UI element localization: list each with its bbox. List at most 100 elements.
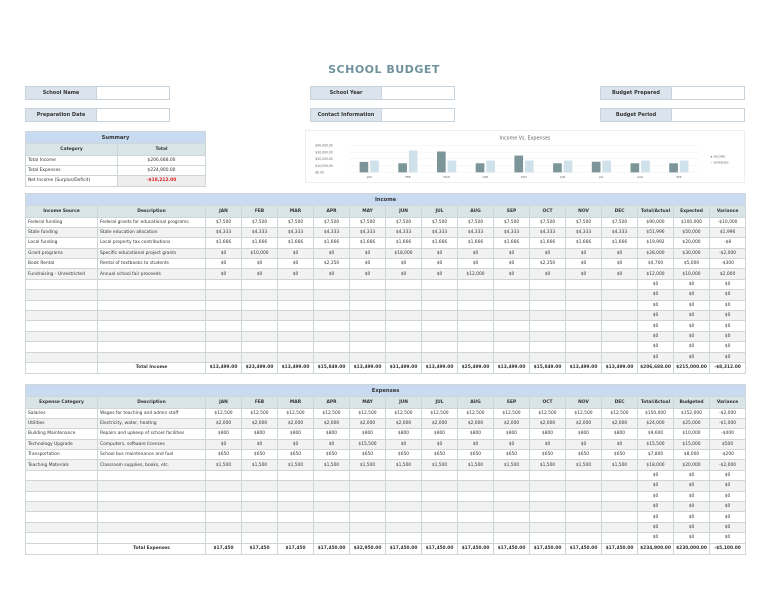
expenses-cell[interactable] [601, 490, 638, 503]
income-cell[interactable]: $1,666 [493, 237, 530, 249]
income-cell[interactable] [493, 309, 530, 322]
expenses-cell[interactable] [601, 532, 638, 544]
income-cell[interactable] [313, 351, 350, 363]
income-cell[interactable] [529, 341, 566, 353]
income-cell[interactable]: $7,500 [421, 216, 458, 228]
income-cell[interactable]: $4,333 [241, 226, 278, 239]
income-cell[interactable] [349, 309, 386, 322]
income-cell[interactable] [241, 289, 278, 301]
income-cell[interactable] [493, 351, 530, 363]
expenses-cell[interactable]: $0 [637, 469, 674, 482]
income-cell[interactable] [385, 289, 422, 301]
income-cell[interactable]: $0 [349, 268, 386, 280]
expenses-cell[interactable]: $650 [349, 449, 386, 461]
income-cell[interactable] [601, 320, 638, 332]
income-cell[interactable]: $0 [205, 268, 242, 280]
income-cell[interactable] [349, 341, 386, 353]
expenses-cell[interactable]: $0 [673, 480, 710, 492]
expenses-cell[interactable]: $0 [637, 532, 674, 544]
expenses-cell[interactable]: $2,000 [565, 417, 602, 430]
expenses-cell[interactable]: $800 [565, 428, 602, 440]
income-cell[interactable] [205, 299, 242, 312]
income-cell[interactable]: $0 [708, 320, 747, 332]
income-cell[interactable] [565, 309, 602, 322]
income-cell[interactable] [205, 278, 242, 291]
expenses-cell[interactable]: $12,500 [457, 407, 494, 419]
income-cell[interactable]: $1,996 [708, 226, 747, 239]
expenses-cell[interactable] [205, 480, 242, 492]
expenses-cell[interactable] [385, 511, 422, 523]
income-cell[interactable]: $0 [385, 258, 422, 270]
expenses-cell[interactable]: $2,000 [241, 417, 278, 430]
expenses-cell[interactable]: -$1,000 [708, 417, 747, 430]
expenses-cell[interactable] [349, 480, 386, 492]
expenses-cell[interactable]: $12,500 [385, 407, 422, 419]
expenses-cell[interactable] [529, 521, 566, 534]
expenses-cell[interactable] [457, 511, 494, 523]
expenses-cell[interactable]: $10,000 [673, 428, 710, 440]
expenses-cell[interactable]: $0 [637, 490, 674, 503]
income-cell[interactable] [601, 289, 638, 301]
income-cell[interactable] [601, 330, 638, 343]
expenses-cell[interactable]: $1,500 [565, 459, 602, 471]
income-cell[interactable] [529, 289, 566, 301]
expenses-cell[interactable]: $800 [601, 428, 638, 440]
expenses-cell[interactable]: $0 [708, 490, 747, 503]
income-cell[interactable]: $12,000 [457, 268, 494, 280]
expenses-cell[interactable]: $650 [421, 449, 458, 461]
budget-prepared-input[interactable] [672, 86, 745, 100]
income-cell[interactable]: $1,666 [421, 237, 458, 249]
expenses-cell[interactable]: Classroom supplies, books, etc. [97, 459, 206, 471]
income-cell[interactable]: $7,500 [457, 216, 494, 228]
income-cell[interactable] [565, 299, 602, 312]
income-cell[interactable]: $0 [673, 320, 710, 332]
expenses-cell[interactable]: $1,500 [457, 459, 494, 471]
expenses-cell[interactable] [457, 480, 494, 492]
expenses-cell[interactable] [493, 521, 530, 534]
income-cell[interactable]: $0 [673, 341, 710, 353]
expenses-cell[interactable]: $2,000 [313, 417, 350, 430]
income-cell[interactable] [97, 320, 206, 332]
income-cell[interactable]: $0 [313, 247, 350, 260]
income-cell[interactable] [349, 351, 386, 363]
expenses-cell[interactable] [385, 500, 422, 513]
expenses-cell[interactable]: $650 [565, 449, 602, 461]
income-cell[interactable]: $0 [529, 247, 566, 260]
income-cell[interactable]: $10,000 [673, 268, 710, 280]
expenses-cell[interactable]: $7,800 [637, 449, 674, 461]
income-cell[interactable] [565, 330, 602, 343]
expenses-cell[interactable]: $150,000 [637, 407, 674, 419]
expenses-cell[interactable] [529, 490, 566, 503]
income-cell[interactable] [565, 278, 602, 291]
income-cell[interactable]: $1,666 [313, 237, 350, 249]
income-cell[interactable]: $0 [565, 258, 602, 270]
income-cell[interactable]: $0 [637, 351, 674, 363]
expenses-cell[interactable]: $2,000 [277, 417, 314, 430]
expenses-cell[interactable] [457, 500, 494, 513]
expenses-cell[interactable] [25, 532, 98, 544]
expenses-cell[interactable]: $0 [637, 511, 674, 523]
income-cell[interactable]: $4,333 [601, 226, 638, 239]
income-cell[interactable] [97, 299, 206, 312]
expenses-cell[interactable] [601, 511, 638, 523]
income-cell[interactable]: $1,666 [601, 237, 638, 249]
income-cell[interactable]: $0 [493, 258, 530, 270]
expenses-cell[interactable]: $1,500 [421, 459, 458, 471]
income-cell[interactable]: Federal grants for educational programs [97, 216, 206, 228]
income-cell[interactable]: $0 [277, 258, 314, 270]
income-cell[interactable]: $0 [421, 258, 458, 270]
expenses-cell[interactable]: $650 [241, 449, 278, 461]
income-cell[interactable] [97, 341, 206, 353]
income-cell[interactable]: $0 [708, 289, 747, 301]
expenses-cell[interactable]: $800 [457, 428, 494, 440]
income-cell[interactable]: $1,666 [565, 237, 602, 249]
expenses-cell[interactable] [385, 469, 422, 482]
expenses-cell[interactable] [25, 490, 98, 503]
expenses-cell[interactable] [493, 500, 530, 513]
expenses-cell[interactable]: -$2,000 [708, 459, 747, 471]
income-cell[interactable]: $0 [385, 268, 422, 280]
income-cell[interactable]: $28,000 [637, 247, 674, 260]
expenses-cell[interactable] [349, 511, 386, 523]
income-cell[interactable]: -$8 [708, 237, 747, 249]
income-cell[interactable]: $0 [673, 299, 710, 312]
